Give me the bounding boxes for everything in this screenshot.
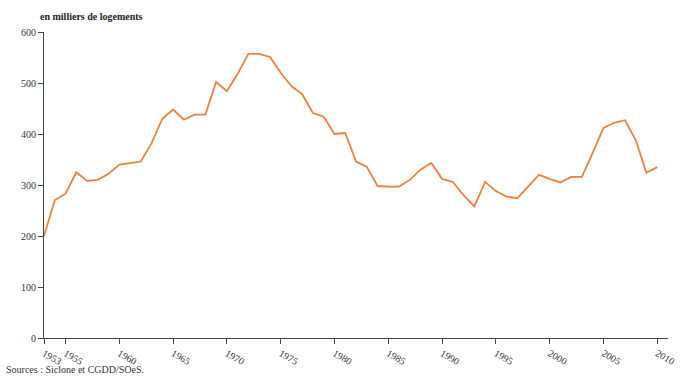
svg-text:2005: 2005 xyxy=(600,348,623,368)
svg-text:1990: 1990 xyxy=(439,348,462,368)
svg-text:1995: 1995 xyxy=(492,348,515,368)
svg-text:100: 100 xyxy=(21,282,36,293)
svg-text:1970: 1970 xyxy=(223,348,246,368)
svg-text:1965: 1965 xyxy=(170,348,193,368)
svg-text:600: 600 xyxy=(21,27,36,38)
svg-text:2000: 2000 xyxy=(546,348,569,368)
svg-text:1960: 1960 xyxy=(116,348,139,368)
svg-text:300: 300 xyxy=(21,180,36,191)
svg-text:1980: 1980 xyxy=(331,348,354,368)
svg-text:2010: 2010 xyxy=(654,348,677,368)
svg-text:0: 0 xyxy=(31,333,36,344)
svg-text:200: 200 xyxy=(21,231,36,242)
svg-text:1985: 1985 xyxy=(385,348,408,368)
svg-text:1953: 1953 xyxy=(41,348,64,368)
svg-text:500: 500 xyxy=(21,78,36,89)
svg-text:1955: 1955 xyxy=(62,348,85,368)
svg-text:en milliers de logements: en milliers de logements xyxy=(40,11,143,22)
svg-text:Sources : Siclone et CGDD/SOeS: Sources : Siclone et CGDD/SOeS. xyxy=(6,364,144,375)
svg-text:1975: 1975 xyxy=(277,348,300,368)
svg-text:400: 400 xyxy=(21,129,36,140)
